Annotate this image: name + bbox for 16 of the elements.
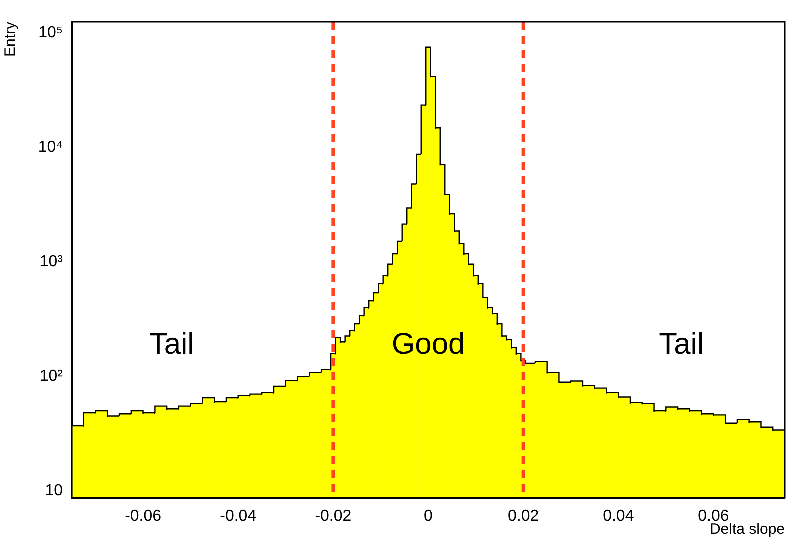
y-tick-label: 10² [40, 368, 64, 385]
y-axis-title: Entry [2, 22, 20, 58]
x-axis-title: Delta slope [710, 521, 785, 538]
x-tick-label: 0 [424, 508, 434, 526]
annotation: Tail [659, 328, 704, 361]
x-tick-label: 0.04 [603, 508, 634, 526]
annotation: Tail [149, 328, 194, 361]
y-tick-label: 10 [45, 482, 64, 500]
x-tick-label: -0.02 [315, 508, 352, 526]
y-tick-label: 10⁴ [38, 138, 64, 156]
y-tick-label: 10³ [40, 253, 64, 270]
x-tick-label: 0.02 [508, 508, 540, 526]
y-tick-label: 10⁵ [38, 24, 63, 42]
x-tick-label: -0.06 [125, 508, 162, 526]
annotation: Good [392, 328, 466, 361]
x-tick-label: -0.04 [220, 508, 257, 526]
